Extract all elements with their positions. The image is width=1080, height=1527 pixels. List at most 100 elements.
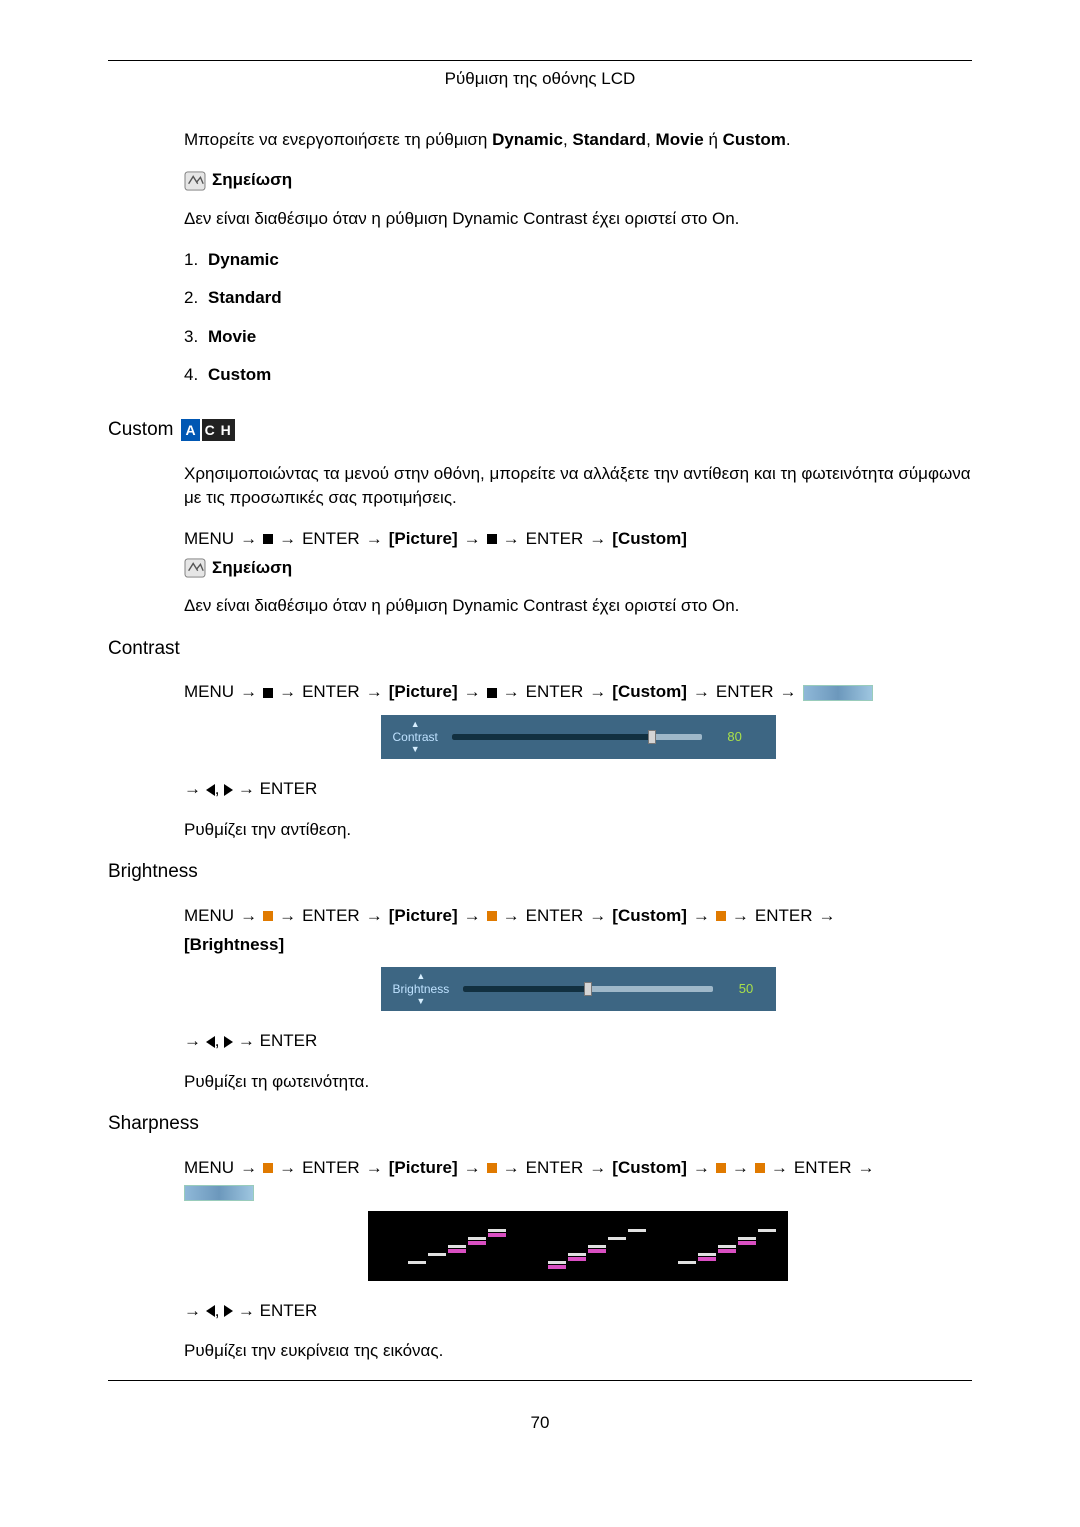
enter: ENTER [794, 1156, 852, 1181]
slider-label: Brightness [393, 983, 450, 995]
note-icon [184, 558, 206, 578]
list-label: Dynamic [208, 250, 279, 269]
menu: MENU [184, 1156, 234, 1181]
brightness-block: MENU → → ENTER → [Picture] → → ENTER → [… [184, 904, 972, 1095]
slider-thumb[interactable] [648, 730, 656, 744]
slider-label-col: ▲ Brightness ▼ [393, 972, 450, 1006]
arrow-icon: → [464, 1156, 481, 1181]
note-label: Σημείωση [212, 168, 292, 193]
note-icon [184, 171, 206, 191]
arrow-icon: → [464, 527, 481, 552]
arrow-icon: → [464, 680, 481, 705]
custom-label: [Custom] [612, 527, 687, 552]
square-orange-icon [755, 1163, 765, 1173]
slider-value: 80 [716, 728, 742, 747]
enter: ENTER [526, 904, 584, 929]
arrow-icon: → [366, 1156, 383, 1181]
thumbnail-icon [184, 1185, 254, 1201]
brightness-label: [Brightness] [184, 933, 284, 958]
slider-value: 50 [727, 980, 753, 999]
lr-enter: → , → ENTER [184, 1299, 972, 1324]
slider-label: Contrast [393, 731, 438, 743]
page-number: 70 [108, 1411, 972, 1436]
brightness-slider: ▲ Brightness ▼ 50 [381, 967, 776, 1011]
enter: ENTER [526, 680, 584, 705]
enter: ENTER [716, 680, 774, 705]
page-header: Ρύθμιση της οθόνης LCD [108, 67, 972, 92]
arrow-icon: → [503, 680, 520, 705]
arrow-icon: → [693, 680, 710, 705]
contrast-desc: Ρυθμίζει την αντίθεση. [184, 818, 972, 843]
arrow-icon: → [464, 904, 481, 929]
note-row: Σημείωση [184, 556, 972, 581]
ach-badge: A C H [181, 419, 234, 441]
custom-label: [Custom] [612, 1156, 687, 1181]
sep: , [646, 130, 655, 149]
triangle-left-icon [206, 1305, 215, 1317]
menu-path-sharpness: MENU → → ENTER → [Picture] → → ENTER → [… [184, 1156, 972, 1181]
arrow-down-icon: ▼ [416, 997, 425, 1006]
contrast-block: MENU → → ENTER → [Picture] → → ENTER → [… [184, 680, 972, 842]
square-icon [263, 688, 273, 698]
slider-track[interactable] [463, 986, 713, 992]
arrow-icon: → [366, 904, 383, 929]
arrow-icon: → [732, 1156, 749, 1181]
badge-ch-icon: C H [202, 419, 235, 441]
triangle-left-icon [206, 784, 215, 796]
list-num: 2. [184, 286, 208, 311]
enter: ENTER [302, 527, 360, 552]
arrow-icon: → [693, 904, 710, 929]
enter: ENTER [302, 904, 360, 929]
arrow-icon: → [279, 1156, 296, 1181]
mode-custom: Custom [723, 130, 786, 149]
menu-path-brightness: MENU → → ENTER → [Picture] → → ENTER → [… [184, 904, 972, 929]
mode-standard: Standard [572, 130, 646, 149]
list-label: Standard [208, 288, 282, 307]
arrow-up-icon: ▲ [411, 720, 420, 729]
arrow-icon: → [589, 1156, 606, 1181]
section-title-text: Custom [108, 416, 173, 444]
arrow-icon: → [771, 1156, 788, 1181]
arrow-icon: → [240, 904, 257, 929]
square-orange-icon [263, 911, 273, 921]
enter: → ENTER [233, 779, 317, 798]
enter: ENTER [302, 680, 360, 705]
menu-path-custom: MENU → → ENTER → [Picture] → → ENTER → [… [184, 527, 972, 552]
intro-post: . [786, 130, 791, 149]
menu: MENU [184, 680, 234, 705]
list-item: 3.Movie [184, 325, 972, 350]
slider-label-col: ▲ Contrast ▼ [393, 720, 438, 754]
square-orange-icon [487, 911, 497, 921]
lr-enter: → , → ENTER [184, 1029, 972, 1054]
arrow-icon: → [240, 527, 257, 552]
contrast-slider-wrap: ▲ Contrast ▼ 80 [184, 715, 972, 759]
custom-label: [Custom] [612, 904, 687, 929]
sharpness-graphic-wrap [184, 1211, 972, 1281]
sep-or: ή [704, 130, 723, 149]
brightness-desc: Ρυθμίζει τη φωτεινότητα. [184, 1070, 972, 1095]
slider-thumb[interactable] [584, 982, 592, 996]
rule-top [108, 60, 972, 61]
sep: , [215, 779, 224, 798]
intro-text: Μπορείτε να ενεργοποιήσετε τη ρύθμιση Dy… [184, 128, 972, 153]
enter: ENTER [755, 904, 813, 929]
page: Ρύθμιση της οθόνης LCD Μπορείτε να ενεργ… [0, 0, 1080, 1476]
intro-pre: Μπορείτε να ενεργοποιήσετε τη ρύθμιση [184, 130, 492, 149]
picture-label: [Picture] [389, 1156, 458, 1181]
sharpness-desc: Ρυθμίζει την ευκρίνεια της εικόνας. [184, 1339, 972, 1364]
picture-label: [Picture] [389, 680, 458, 705]
arrow-icon: → [240, 680, 257, 705]
sharpness-graphic [368, 1211, 788, 1281]
section-brightness: Brightness [108, 858, 972, 886]
custom-block: Χρησιμοποιώντας τα μενού στην οθόνη, μπο… [184, 462, 972, 619]
badge-a-icon: A [181, 419, 199, 441]
menu-path-contrast: MENU → → ENTER → [Picture] → → ENTER → [… [184, 680, 972, 705]
menu: MENU [184, 904, 234, 929]
arrow-icon: → [732, 904, 749, 929]
slider-track[interactable] [452, 734, 702, 740]
custom-note-body: Δεν είναι διαθέσιμο όταν η ρύθμιση Dynam… [184, 594, 972, 619]
sep: , [215, 1301, 224, 1320]
arrow-up-icon: ▲ [416, 972, 425, 981]
intro-block: Μπορείτε να ενεργοποιήσετε τη ρύθμιση Dy… [184, 128, 972, 388]
triangle-right-icon [224, 1036, 233, 1048]
